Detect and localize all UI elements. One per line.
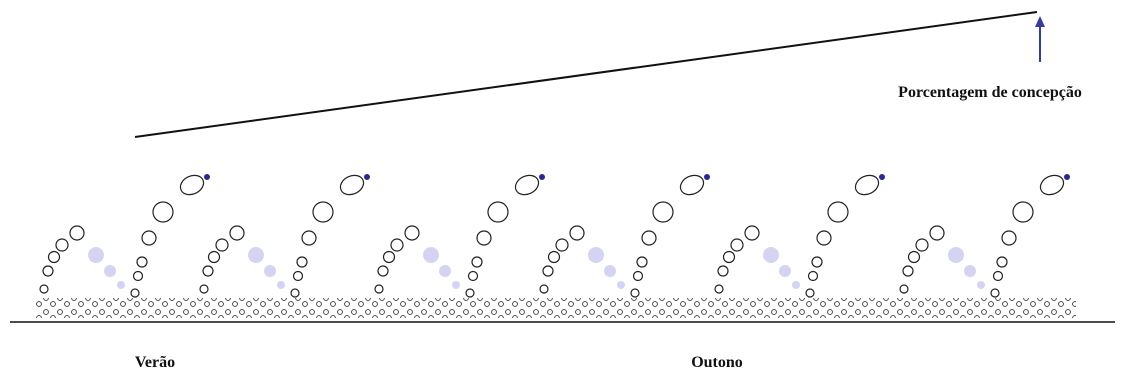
follicular-wave bbox=[40, 172, 210, 297]
diagram: Porcentagem de concepção Verão Outono bbox=[0, 0, 1125, 376]
follicular-wave bbox=[200, 172, 370, 297]
trend-line bbox=[135, 12, 1037, 137]
follicular-wave bbox=[540, 172, 710, 297]
small-follicles bbox=[36, 298, 1076, 318]
season-label: Outono bbox=[691, 354, 743, 371]
annotation-label: Porcentagem de concepção bbox=[898, 84, 1082, 101]
follicular-wave bbox=[900, 172, 1070, 297]
page: Porcentagem de concepção Verão Outono ((… bbox=[0, 0, 1125, 376]
follicular-wave bbox=[715, 172, 885, 297]
arrow-head bbox=[1035, 16, 1045, 27]
follicular-wave bbox=[375, 172, 545, 297]
season-label: Verão bbox=[135, 354, 175, 371]
